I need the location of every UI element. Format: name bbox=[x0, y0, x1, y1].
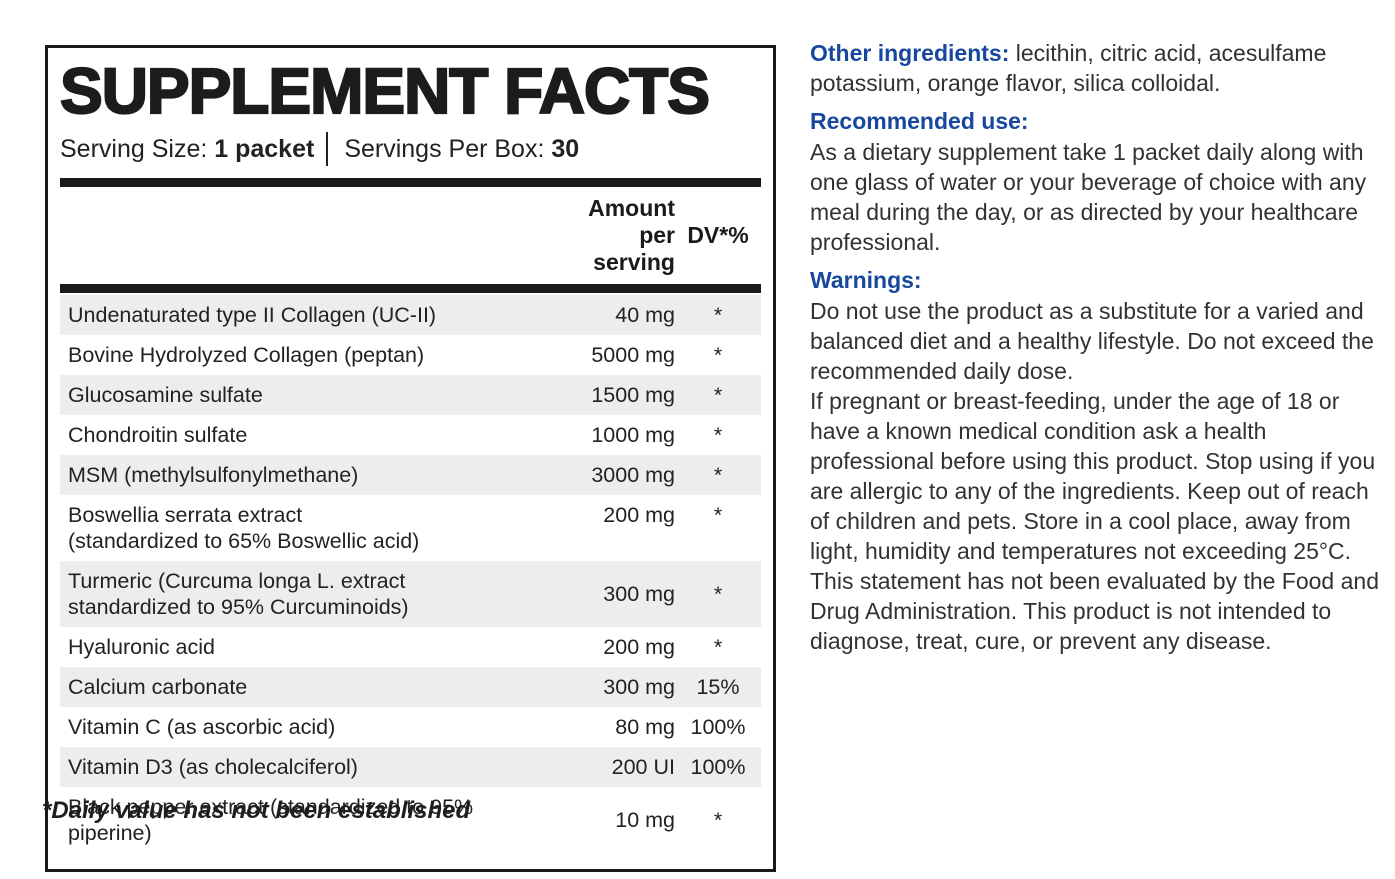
ingredient-dv: 100% bbox=[690, 715, 746, 739]
ingredient-amount: 200 mg bbox=[603, 503, 675, 527]
other-ingredients-text: lecithin, citric acid, acesulfame potass… bbox=[810, 40, 1327, 96]
servings-per-box-value: 30 bbox=[551, 134, 580, 163]
ingredient-name: Chondroitin sulfate bbox=[68, 423, 248, 447]
info-column: Other ingredients: lecithin, citric acid… bbox=[810, 38, 1382, 664]
ingredient-name: Turmeric (Curcuma longa L. extract stand… bbox=[68, 569, 409, 619]
servings-per-box-label: Servings Per Box: bbox=[344, 134, 545, 163]
ingredient-dv: 15% bbox=[696, 675, 740, 699]
serving-info: Serving Size: 1 packet Servings Per Box:… bbox=[60, 130, 761, 168]
ingredient-dv: 100% bbox=[690, 755, 746, 779]
serving-divider bbox=[326, 132, 329, 166]
ingredient-amount: 5000 mg bbox=[591, 343, 675, 367]
warnings-text-2: If pregnant or breast-feeding, under the… bbox=[810, 388, 1379, 654]
ingredients-table: Undenaturated type II Collagen (UC-II) 4… bbox=[60, 295, 761, 853]
other-ingredients-section: Other ingredients: lecithin, citric acid… bbox=[810, 38, 1382, 98]
ingredient-amount: 80 mg bbox=[615, 715, 675, 739]
ingredient-amount: 200 UI bbox=[611, 755, 675, 779]
ingredient-amount: 200 mg bbox=[603, 635, 675, 659]
table-row: Black pepper extract (standardized to 95… bbox=[60, 787, 761, 853]
ingredient-dv: * bbox=[713, 383, 723, 407]
ingredient-dv: * bbox=[713, 808, 723, 832]
ingredient-name: MSM (methylsulfonylmethane) bbox=[68, 463, 359, 487]
recommended-use-text: As a dietary supplement take 1 packet da… bbox=[810, 139, 1367, 255]
table-row: Undenaturated type II Collagen (UC-II) 4… bbox=[60, 295, 761, 335]
ingredient-dv: * bbox=[713, 423, 723, 447]
ingredient-amount: 3000 mg bbox=[591, 463, 675, 487]
table-row: Calcium carbonate 300 mg 15% bbox=[60, 667, 761, 707]
divider-bar-bottom bbox=[60, 284, 761, 293]
table-row: Turmeric (Curcuma longa L. extract stand… bbox=[60, 561, 761, 627]
table-row: MSM (methylsulfonylmethane) 3000 mg * bbox=[60, 455, 761, 495]
recommended-use-heading: Recommended use: bbox=[810, 108, 1029, 134]
column-header-amount: Amount per serving bbox=[588, 195, 675, 275]
table-header: Amount per serving DV*% bbox=[60, 187, 761, 284]
ingredient-amount: 10 mg bbox=[615, 808, 675, 832]
ingredient-name: Black pepper extract (standardized to 95… bbox=[68, 795, 474, 845]
ingredient-dv: * bbox=[713, 503, 723, 527]
ingredient-amount: 300 mg bbox=[603, 582, 675, 606]
ingredient-name: Calcium carbonate bbox=[68, 675, 248, 699]
warnings-text-1: Do not use the product as a substitute f… bbox=[810, 298, 1374, 384]
ingredient-dv: * bbox=[713, 463, 723, 487]
table-row: Hyaluronic acid 200 mg * bbox=[60, 627, 761, 667]
ingredient-amount: 40 mg bbox=[615, 303, 675, 327]
table-row: Vitamin D3 (as cholecalciferol) 200 UI 1… bbox=[60, 747, 761, 787]
ingredient-amount: 1000 mg bbox=[591, 423, 675, 447]
table-row: Bovine Hydrolyzed Collagen (peptan) 5000… bbox=[60, 335, 761, 375]
recommended-use-section: Recommended use: As a dietary supplement… bbox=[810, 106, 1382, 257]
table-row: Vitamin C (as ascorbic acid) 80 mg 100% bbox=[60, 707, 761, 747]
ingredient-name: Bovine Hydrolyzed Collagen (peptan) bbox=[68, 343, 425, 367]
ingredient-name: Boswellia serrata extract (standardized … bbox=[68, 503, 420, 553]
ingredient-name: Hyaluronic acid bbox=[68, 635, 215, 659]
other-ingredients-heading: Other ingredients: bbox=[810, 40, 1010, 66]
serving-size-label: Serving Size: bbox=[60, 134, 208, 163]
ingredient-dv: * bbox=[713, 635, 723, 659]
ingredient-amount: 300 mg bbox=[603, 675, 675, 699]
divider-bar-top bbox=[60, 178, 761, 187]
warnings-section: Warnings: Do not use the product as a su… bbox=[810, 265, 1382, 656]
panel-title: SUPPLEMENT FACTS bbox=[59, 55, 711, 127]
table-row: Boswellia serrata extract (standardized … bbox=[60, 495, 761, 561]
ingredient-name: Undenaturated type II Collagen (UC-II) bbox=[68, 303, 437, 327]
ingredient-dv: * bbox=[713, 582, 723, 606]
table-row: Chondroitin sulfate 1000 mg * bbox=[60, 415, 761, 455]
table-row: Glucosamine sulfate 1500 mg * bbox=[60, 375, 761, 415]
ingredient-dv: * bbox=[713, 303, 723, 327]
serving-size-value: 1 packet bbox=[214, 134, 315, 163]
supplement-facts-panel: SUPPLEMENT FACTS Serving Size: 1 packet … bbox=[45, 45, 776, 872]
column-header-dv: DV*% bbox=[687, 222, 749, 248]
ingredient-amount: 1500 mg bbox=[591, 383, 675, 407]
daily-value-footnote: *Daily value has not been established bbox=[42, 797, 471, 824]
ingredient-name: Vitamin C (as ascorbic acid) bbox=[68, 715, 336, 739]
ingredient-name: Glucosamine sulfate bbox=[68, 383, 263, 407]
warnings-heading: Warnings: bbox=[810, 267, 922, 293]
ingredient-name: Vitamin D3 (as cholecalciferol) bbox=[68, 755, 358, 779]
ingredient-dv: * bbox=[713, 343, 723, 367]
